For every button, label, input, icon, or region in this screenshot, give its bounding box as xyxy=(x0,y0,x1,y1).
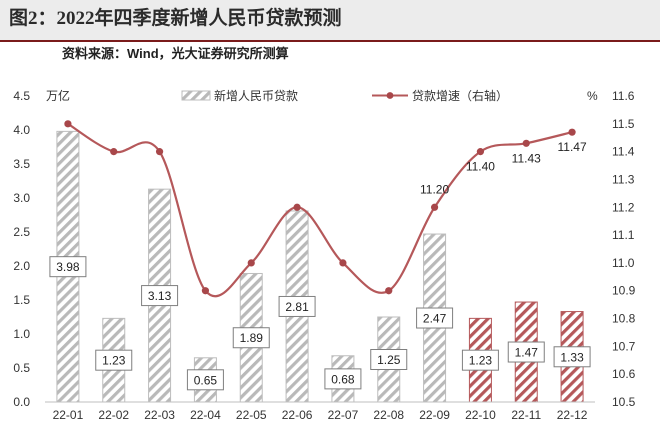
bar-label-box xyxy=(95,349,133,371)
bar-label-box xyxy=(232,327,270,349)
bar-data-label: 3.98 xyxy=(56,260,80,274)
left-tick-label: 0.0 xyxy=(13,395,30,409)
figure-title: 图2：2022年四季度新增人民币贷款预测 xyxy=(9,8,342,29)
legend: 新增人民币贷款 贷款增速（右轴） xyxy=(181,88,508,103)
x-tick-label: 22-12 xyxy=(557,408,588,422)
right-tick-label: 11.0 xyxy=(612,256,635,270)
legend-bar-label: 新增人民币贷款 xyxy=(214,88,298,103)
figure-header xyxy=(0,0,660,40)
line-point xyxy=(568,128,576,136)
bar-data-label: 1.25 xyxy=(377,353,401,367)
line-point xyxy=(293,203,301,211)
bar-data-label: 0.68 xyxy=(331,372,355,386)
bar-data-label: 3.13 xyxy=(148,289,172,303)
line-point xyxy=(522,139,530,147)
right-tick-label: 11.5 xyxy=(612,117,635,131)
bar-data-label: 0.65 xyxy=(194,373,218,387)
line-point xyxy=(385,287,393,295)
left-tick-label: 1.0 xyxy=(13,327,30,341)
x-tick-label: 22-10 xyxy=(465,408,496,422)
x-tick-label: 22-03 xyxy=(144,408,175,422)
x-tick-label: 22-01 xyxy=(53,408,84,422)
bar-data-label: 2.47 xyxy=(423,312,447,326)
left-tick-label: 3.5 xyxy=(13,157,30,171)
left-tick-label: 2.5 xyxy=(13,225,30,239)
left-tick-label: 2.0 xyxy=(13,259,30,273)
bar-label-box xyxy=(278,295,316,317)
legend-bar-swatch xyxy=(181,90,211,101)
figure-source: 资料来源：Wind，光大证券研究所测算 xyxy=(62,46,289,61)
title-divider xyxy=(0,40,660,42)
bar-label-box xyxy=(416,307,454,329)
right-tick-label: 10.7 xyxy=(612,339,636,353)
left-tick-label: 4.0 xyxy=(13,123,30,137)
loan-chart: 0.00.51.01.52.02.53.03.54.04.5 万亿 10.510.… xyxy=(13,88,636,422)
right-tick-label: 10.8 xyxy=(612,312,636,326)
x-tick-label: 22-06 xyxy=(282,408,313,422)
right-tick-label: 11.4 xyxy=(612,145,635,159)
bar-data-label: 2.81 xyxy=(285,300,309,314)
line-point xyxy=(247,259,255,267)
line-point xyxy=(64,120,72,128)
bar-series xyxy=(56,130,584,403)
x-tick-label: 22-02 xyxy=(98,408,129,422)
growth-line xyxy=(67,122,573,298)
left-axis: 0.0 0.5 1.0 1.5 2.0 2.5 3.0 3.5 4.0 4.5 万亿 xyxy=(13,88,70,409)
bar-label-box xyxy=(141,285,179,307)
bar-label-box xyxy=(186,369,224,391)
line-data-label: 11.20 xyxy=(420,182,449,196)
left-axis-unit: 万亿 xyxy=(46,88,70,103)
line-data-label: 11.47 xyxy=(558,140,587,154)
bar-label-box xyxy=(553,346,591,368)
bar-label-box xyxy=(324,368,362,390)
x-tick-label: 22-04 xyxy=(190,408,221,422)
left-tick-label: 4.5 xyxy=(13,89,30,103)
left-tick-label: 0.5 xyxy=(13,361,30,375)
bar-data-label: 1.33 xyxy=(560,350,584,364)
line-point xyxy=(201,287,210,295)
right-tick-label: 11.3 xyxy=(612,172,635,186)
line-point xyxy=(430,203,439,211)
line-data-label: 11.40 xyxy=(466,160,495,174)
right-tick-label: 11.6 xyxy=(612,89,635,103)
right-tick-label: 10.5 xyxy=(612,395,636,409)
x-tick-label: 22-09 xyxy=(419,408,450,422)
bar-label-box xyxy=(507,341,545,363)
right-tick-label: 10.6 xyxy=(612,367,636,381)
bar-label-box xyxy=(49,256,87,278)
bar-label-box xyxy=(461,349,499,371)
x-tick-label: 22-05 xyxy=(236,408,267,422)
line-point xyxy=(110,148,118,156)
right-axis: 10.5 10.6 10.7 10.8 10.9 11.0 11.1 11.2 11.3 11.4… xyxy=(587,89,636,409)
bar-data-label: 1.23 xyxy=(102,354,126,368)
x-tick-label: 22-07 xyxy=(328,408,359,422)
bar-data-label: 1.23 xyxy=(469,354,493,368)
right-tick-label: 11.1 xyxy=(612,228,635,242)
line-point xyxy=(155,148,164,156)
line-point xyxy=(339,259,347,267)
x-tick-label: 22-11 xyxy=(511,408,541,422)
right-tick-label: 10.9 xyxy=(612,284,636,298)
bar-labels: 3.98 1.23 3.13 0.65 1.89 2.81 0.68 1.25 2.47 1.23… xyxy=(49,256,591,391)
right-axis-unit: % xyxy=(587,89,598,103)
left-tick-label: 3.0 xyxy=(13,191,30,205)
bar-data-label: 1.47 xyxy=(515,346,539,360)
x-axis: 22-01 22-02 22-03 22-04 22-05 22-06 22-07 22-08… xyxy=(45,401,595,422)
line-point xyxy=(476,148,485,156)
x-tick-label: 22-08 xyxy=(373,408,404,422)
line-data-label: 11.43 xyxy=(512,151,541,165)
left-tick-label: 1.5 xyxy=(13,293,30,307)
legend-line-label: 贷款增速（右轴） xyxy=(412,88,508,103)
bar-label-box xyxy=(370,349,408,370)
legend-line-marker xyxy=(386,92,394,99)
bar-data-label: 1.89 xyxy=(240,331,264,345)
right-tick-label: 11.2 xyxy=(612,200,635,214)
line-series: 11.20 11.40 11.43 11.47 xyxy=(64,120,587,298)
